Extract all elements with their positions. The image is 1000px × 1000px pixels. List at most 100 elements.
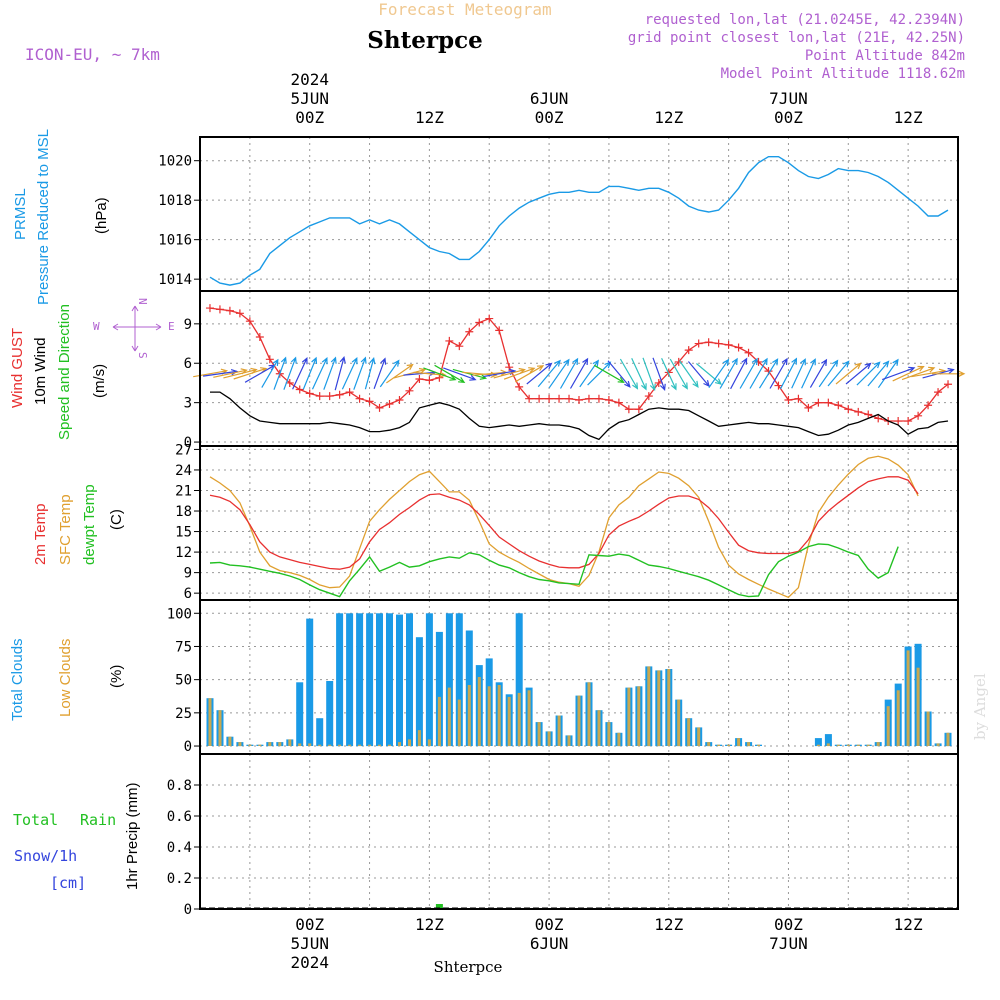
total-cloud-bar — [814, 738, 822, 747]
gust-marker — [774, 381, 783, 390]
gust-marker — [744, 348, 753, 357]
total-cloud-bar — [376, 613, 383, 747]
gust-marker — [555, 394, 564, 403]
wind-arrow — [687, 361, 710, 388]
y-tick-label: 27 — [175, 442, 192, 458]
gust-marker — [525, 394, 534, 403]
y-tick-label: 0.4 — [167, 840, 192, 856]
wind-arrow — [892, 365, 925, 382]
label-2m-temp: 2m Temp — [32, 504, 49, 565]
gust-marker — [535, 394, 544, 403]
wind-arrow — [867, 360, 890, 387]
wind-arrow — [302, 356, 318, 390]
low-cloud-bar — [597, 710, 601, 746]
wind-arrow — [514, 365, 545, 383]
y-tick-label: 1020 — [158, 154, 192, 170]
wind-arrow — [791, 358, 806, 389]
wind-arrow — [607, 360, 631, 388]
gust-marker — [205, 304, 214, 313]
low-cloud-bar — [398, 742, 401, 747]
label-celsius: (C) — [108, 509, 125, 530]
top-time-label: 7JUN — [769, 89, 808, 108]
chart-title: Forecast Meteogram — [378, 0, 551, 19]
low-cloud-bar — [497, 685, 501, 747]
gust-marker — [684, 346, 693, 355]
low-cloud-bar — [308, 743, 312, 747]
dewpt-line — [209, 543, 899, 598]
low-cloud-bar — [896, 690, 900, 747]
gust-marker — [475, 318, 484, 327]
low-cloud-bar — [577, 695, 581, 746]
low-cloud-bar — [567, 735, 571, 746]
bottom-time-label: 2024 — [290, 953, 329, 972]
bottom-time-label: 7JUN — [769, 934, 808, 953]
gust-marker — [335, 390, 344, 399]
low-cloud-bar — [607, 722, 611, 746]
total-cloud-bar — [435, 631, 443, 747]
gust-marker — [355, 394, 364, 403]
gust-marker — [415, 375, 424, 384]
total-cloud-bar — [415, 637, 423, 747]
label-cm: [cm] — [50, 874, 86, 892]
wind-arrow — [393, 367, 427, 379]
low-cloud-bar — [278, 742, 282, 747]
low-cloud-bar — [657, 670, 661, 747]
label-sfc-temp: SFC Temp — [57, 494, 74, 565]
wind-arrow — [642, 357, 656, 391]
label-total-clouds: Total Clouds — [9, 638, 26, 721]
gust-marker — [634, 405, 643, 414]
low-cloud-bar — [208, 698, 212, 746]
wind-arrow — [835, 362, 862, 385]
wind-arrow — [679, 360, 699, 389]
gust-marker — [255, 332, 264, 341]
wind-arrow — [719, 357, 738, 389]
low-cloud-bar — [218, 710, 222, 746]
label-10m-wind: 10m Wind — [32, 337, 49, 405]
temp2m-line — [209, 476, 919, 570]
y-tick-label: 0.8 — [167, 778, 192, 794]
low-cloud-bar — [687, 718, 691, 747]
sfc-temp-line — [209, 455, 919, 599]
low-cloud-bar — [408, 739, 411, 746]
low-cloud-bar — [547, 731, 551, 746]
gust-marker — [914, 411, 923, 420]
compass-e: E — [168, 320, 175, 333]
low-cloud-bar — [627, 687, 631, 746]
wind-arrow — [323, 356, 337, 390]
wind-arrow — [548, 358, 570, 389]
low-cloud-bar — [467, 685, 471, 747]
total-cloud-bar — [316, 718, 324, 747]
y-tick-label: 75 — [175, 639, 192, 655]
gust-marker — [824, 398, 833, 407]
low-cloud-bar — [427, 739, 431, 746]
gust-marker — [584, 394, 593, 403]
gust-marker — [375, 403, 384, 412]
gust-marker — [894, 417, 903, 426]
low-cloud-bar — [288, 739, 292, 746]
compass-s: S — [136, 352, 149, 359]
low-cloud-bar — [846, 744, 850, 746]
gust-marker — [565, 394, 574, 403]
low-cloud-bar — [757, 744, 760, 746]
label-ms: (m/s) — [91, 364, 108, 398]
gust-marker — [545, 394, 554, 403]
total-cloud-bar — [336, 613, 344, 747]
low-cloud-bar — [477, 677, 481, 746]
wind-arrow — [708, 358, 730, 389]
low-cloud-bar — [717, 744, 721, 746]
gust-marker — [594, 394, 603, 403]
label-snow: Snow/1h — [14, 847, 77, 865]
y-tick-label: 9 — [184, 317, 192, 333]
low-cloud-bar — [697, 727, 701, 746]
wind-arrow — [730, 357, 748, 390]
label-1hr-precip: 1hr Precip (mm) — [124, 782, 141, 890]
y-tick-label: 0 — [184, 739, 192, 755]
wind-arrow — [809, 358, 828, 388]
total-cloud-bar — [386, 613, 393, 747]
total-cloud-bar — [356, 613, 364, 747]
wind-arrow — [273, 356, 287, 390]
total-cloud-bar — [296, 682, 304, 746]
panel-border — [199, 753, 959, 910]
label-percent: (%) — [108, 665, 125, 688]
y-tick-label: 1016 — [158, 233, 192, 249]
